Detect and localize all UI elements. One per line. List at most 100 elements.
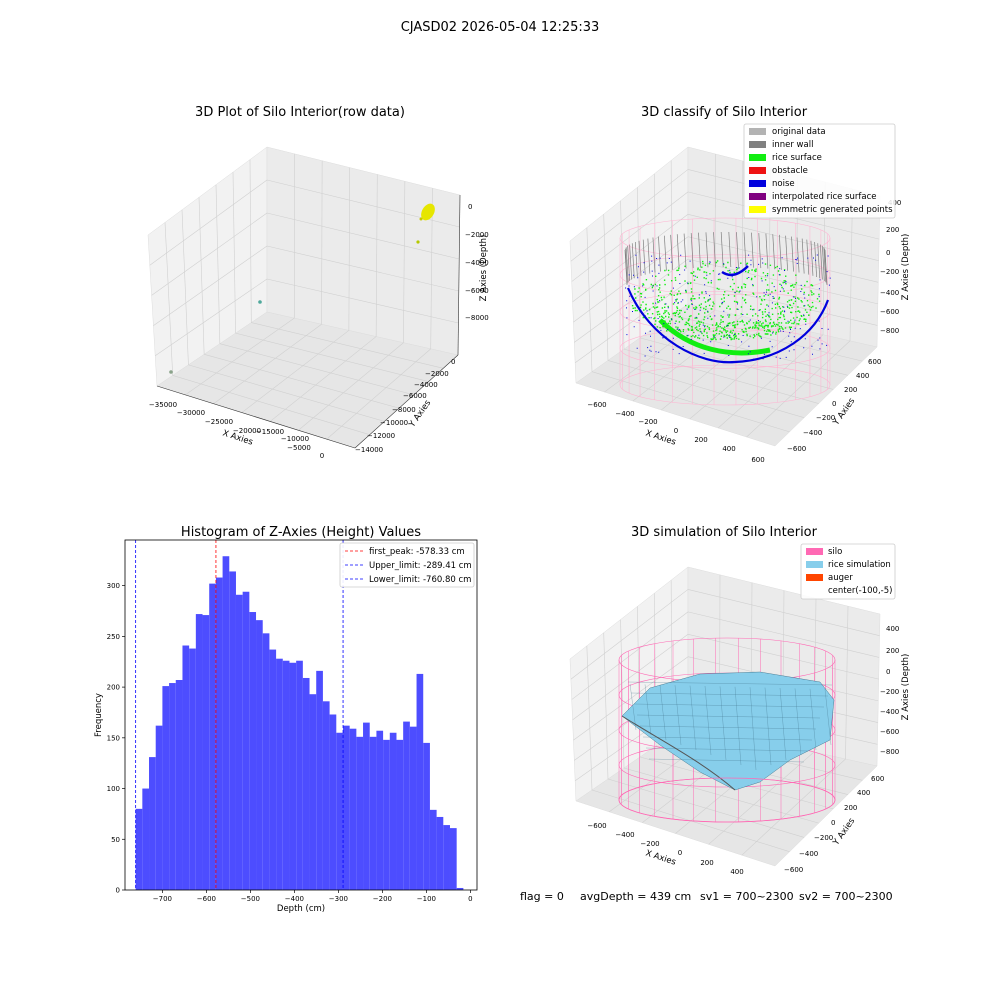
inner-wall-stroke	[631, 243, 635, 279]
pane-gridline	[637, 187, 641, 338]
inner-wall-stroke	[758, 233, 762, 269]
inner-wall-stroke	[751, 232, 754, 268]
histogram-bar	[349, 728, 357, 890]
inner-wall-stroke	[736, 232, 739, 268]
p2-ytick: 400	[856, 372, 869, 380]
histogram-bar	[376, 730, 384, 890]
histogram-bar	[336, 732, 343, 890]
histogram-bar	[195, 614, 203, 890]
legend-swatch-noise	[749, 180, 766, 187]
inner-wall-stroke	[624, 248, 628, 284]
histogram-bar	[289, 662, 297, 890]
panel4-x-ticklabels: −600 −400 −200 0 200 400	[587, 822, 743, 876]
histogram-bar	[456, 887, 464, 890]
histogram-bar	[249, 612, 257, 890]
histogram-legend: first_peak: -578.33 cm Upper_limit: -289…	[339, 542, 475, 588]
pane-gridline	[687, 213, 879, 262]
panel2-xlabel: X Axies	[644, 428, 677, 447]
panel-raw-3d: 3D Plot of Silo Interior(row data) −3500…	[147, 105, 489, 460]
inner-wall-stroke	[652, 237, 656, 273]
sv1-text: sv1 = 700~2300	[700, 890, 794, 903]
panel2-legend: original data inner wall rice surface ob…	[743, 123, 896, 219]
pane-gridline	[348, 167, 351, 331]
p1-xtick: 0	[320, 452, 324, 460]
pane-gridline	[219, 343, 414, 396]
inner-wall-stroke	[642, 239, 646, 275]
legend-label: symmetric generated points	[772, 205, 893, 215]
legend-swatch-inner-wall	[749, 141, 766, 148]
histogram-ytick-label: 250	[107, 633, 120, 641]
histogram-bar	[423, 742, 430, 890]
p2-xtick: 400	[722, 445, 735, 453]
p4-xtick: −400	[615, 831, 634, 839]
p2-ztick: −800	[880, 327, 899, 335]
p1-xtick: −30000	[177, 409, 205, 417]
histogram-bar	[416, 673, 424, 890]
legend-label: auger	[828, 573, 853, 583]
pane-gridline	[687, 611, 880, 658]
pane-gridline	[845, 606, 849, 760]
histogram-bar	[383, 739, 390, 890]
pane-gridline	[215, 184, 221, 344]
pane-gridline	[607, 778, 805, 838]
p1-ytick: 0	[451, 358, 455, 366]
legend-label: center(-100,-5)	[828, 586, 892, 596]
inner-wall-stroke	[658, 236, 661, 272]
histogram-bar	[162, 686, 170, 890]
pane-gridline	[687, 633, 879, 680]
rice-surface-points	[631, 260, 821, 341]
p4-ytick: −600	[784, 866, 803, 874]
pane-gridline	[164, 222, 174, 376]
histogram-bar	[403, 721, 410, 890]
inner-wall-stroke	[819, 244, 823, 280]
pane-gridline	[213, 324, 322, 404]
histogram-ylabel: Frequency	[94, 693, 104, 737]
histogram-bar	[443, 825, 450, 890]
histogram-bar	[182, 645, 190, 890]
histogram-bar	[282, 660, 290, 890]
p4-xtick: 200	[700, 859, 713, 867]
panel1-title: 3D Plot of Silo Interior(row data)	[195, 105, 405, 120]
pane-gridline	[181, 209, 189, 365]
p1-xtick: −15000	[256, 428, 284, 436]
p2-ztick: −400	[880, 289, 899, 297]
pane-gridline	[326, 348, 431, 440]
histogram-xtick-label: −700	[153, 895, 172, 903]
histogram-bar	[202, 615, 210, 890]
pane-gridline	[574, 258, 689, 343]
legend-label: Lower_limit: -760.80 cm	[369, 575, 471, 585]
pane-gridline	[232, 172, 236, 334]
histogram-bar	[296, 660, 303, 890]
p1-ytick: −14000	[355, 446, 383, 454]
inner-wall-stroke	[743, 232, 747, 268]
legend-label: inner wall	[772, 140, 813, 150]
legend-label: first_peak: -578.33 cm	[369, 547, 465, 557]
p2-ztick: −200	[880, 268, 899, 276]
p4-ztick: 0	[886, 668, 890, 676]
panel1-panes	[147, 146, 461, 449]
pane-gridline	[586, 227, 593, 372]
inner-wall-stroke	[806, 239, 810, 275]
p4-ytick: 0	[831, 819, 835, 827]
histogram-bar	[389, 732, 397, 890]
pane-gridline	[298, 342, 404, 431]
inner-wall-stroke	[698, 232, 701, 268]
inner-wall-stroke	[823, 247, 827, 283]
pane-gridline	[198, 197, 205, 355]
pane-gridline	[241, 330, 350, 413]
p2-ytick: −400	[803, 429, 822, 437]
p2-xtick: −600	[587, 401, 606, 409]
pane-gridline	[741, 160, 744, 317]
inner-wall-stroke	[779, 234, 782, 270]
histogram-bar	[309, 694, 317, 890]
histogram-xtick-label: −500	[241, 895, 260, 903]
histogram-bar	[229, 571, 236, 890]
panel2-title: 3D classify of Silo Interior	[641, 105, 808, 120]
pane-gridline	[321, 160, 323, 325]
inner-wall-stroke	[814, 241, 817, 278]
panel1-ylabel: Y Axies	[407, 398, 434, 430]
p4-ztick: 400	[886, 625, 899, 633]
histogram-bar	[235, 594, 243, 890]
histogram-bar	[262, 633, 270, 890]
pane-gridline	[269, 336, 377, 422]
